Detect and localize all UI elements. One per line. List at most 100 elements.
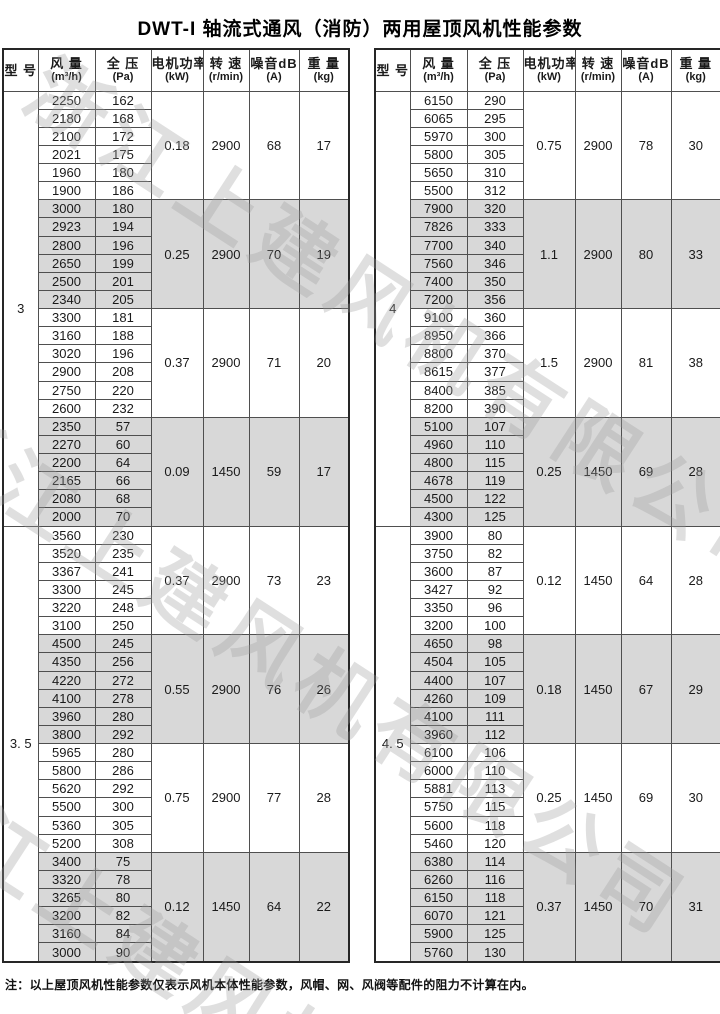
weight-cell: 28 <box>670 525 720 636</box>
pressure-cell: 350 <box>466 271 524 291</box>
airflow-cell: 5970 <box>409 126 468 146</box>
table-row: 4 6150 290 0.75 2900 78 30 <box>374 90 720 527</box>
table-row: 4500 122 <box>375 489 720 509</box>
pressure-cell: 250 <box>94 616 152 636</box>
airflow-cell: 5600 <box>409 815 468 835</box>
airflow-cell: 5360 <box>37 815 96 835</box>
airflow-cell: 8615 <box>409 362 468 382</box>
spec-table-right: 型 号风 量 (m³/h) 全 压 (Pa) 电机功率 (kW) 转 速 (r/min) 噪音d… <box>374 48 720 963</box>
pressure-cell: 340 <box>466 235 524 255</box>
pressure-cell: 125 <box>466 507 524 527</box>
noise-cell: 70 <box>620 851 672 963</box>
airflow-cell: 6000 <box>409 761 468 781</box>
table-row: 2200 64 <box>3 452 349 473</box>
airflow-cell: 2923 <box>37 217 96 237</box>
airflow-cell: 5881 <box>409 779 468 799</box>
table-row: 3100 250 <box>3 616 349 636</box>
weight-cell: 20 <box>298 308 350 418</box>
table-row: 4350 256 <box>3 652 349 672</box>
table-row: 4800 115 <box>375 452 720 473</box>
col-header-label-airflow: 风 量 <box>50 56 83 72</box>
pressure-cell: 245 <box>94 579 152 600</box>
col-header-label-speed: 转 速 <box>209 56 243 72</box>
airflow-cell: 3750 <box>409 543 468 563</box>
weight-cell: 17 <box>298 90 350 201</box>
airflow-cell: 3960 <box>37 706 96 726</box>
pressure-cell: 290 <box>466 90 524 110</box>
table-row: 6000 110 <box>375 761 720 781</box>
weight-cell: 23 <box>298 525 350 636</box>
pressure-cell: 305 <box>466 144 524 165</box>
airflow-cell: 4100 <box>37 688 96 708</box>
pressure-cell: 118 <box>466 815 524 835</box>
airflow-cell: 2350 <box>37 416 96 436</box>
airflow-cell: 3265 <box>37 887 96 908</box>
pressure-cell: 111 <box>466 706 524 726</box>
pressure-cell: 68 <box>94 489 152 509</box>
col-header-power: 电机功率 (kW) <box>522 48 576 92</box>
power-cell: 0.09 <box>150 416 204 527</box>
header-row: 型 号风 量 (m³/h) 全 压 (Pa) 电机功率 (kW) 转 速 (r/min) 噪音d… <box>374 48 720 92</box>
airflow-cell: 4650 <box>409 634 468 654</box>
pressure-cell: 180 <box>94 199 152 219</box>
pressure-cell: 292 <box>94 724 152 745</box>
table-row: 6065 295 <box>375 108 720 128</box>
pressure-cell: 105 <box>466 652 524 672</box>
pressure-cell: 115 <box>466 452 524 473</box>
table-row: 3200 100 <box>375 616 720 636</box>
pressure-cell: 96 <box>466 597 524 618</box>
table-row: 7900 320 1.1 2900 80 33 <box>375 199 720 309</box>
speed-cell: 2900 <box>574 308 622 418</box>
pressure-cell: 300 <box>94 797 152 817</box>
col-header-unit-power: (kW) <box>165 71 189 84</box>
table-row: 5800 305 <box>375 144 720 165</box>
col-header-weight: 重 量 (kg) <box>670 48 720 92</box>
spec-tables-container: 型 号风 量 (m³/h) 全 压 (Pa) 电机功率 (kW) 转 速 (r/min) 噪音d… <box>2 48 720 963</box>
pressure-cell: 115 <box>466 797 524 817</box>
weight-cell: 33 <box>670 199 720 309</box>
table-row: 3400 75 0.12 1450 64 22 <box>3 851 350 963</box>
pressure-cell: 80 <box>94 887 152 908</box>
airflow-cell: 4100 <box>409 706 468 726</box>
col-header-label-noise: 噪音dB <box>622 56 670 72</box>
airflow-cell: 3200 <box>37 906 96 926</box>
table-row: 5970 300 <box>375 126 720 146</box>
table-row: 5100 107 0.25 1450 69 28 <box>375 416 720 527</box>
pressure-cell: 66 <box>94 471 152 491</box>
model-cell: 3. 5 <box>2 525 39 963</box>
airflow-cell: 3000 <box>37 199 96 219</box>
speed-cell: 1450 <box>574 634 622 744</box>
noise-cell: 78 <box>620 90 672 201</box>
pressure-cell: 180 <box>94 162 152 183</box>
airflow-cell: 2750 <box>37 380 96 400</box>
table-row: 3020 196 <box>3 344 349 364</box>
col-header-label-weight: 重 量 <box>679 56 713 72</box>
pressure-cell: 205 <box>94 289 152 310</box>
noise-cell: 70 <box>248 199 300 309</box>
col-header-unit-weight: (kg) <box>313 71 334 84</box>
speed-cell: 1450 <box>202 416 250 527</box>
airflow-cell: 6070 <box>409 906 468 926</box>
col-header-unit-noise: (A) <box>638 71 654 84</box>
col-header-model: 型 号 <box>374 48 411 92</box>
table-row: 2340 205 <box>3 289 349 310</box>
pressure-cell: 122 <box>466 489 524 509</box>
airflow-cell: 3560 <box>37 525 96 545</box>
pressure-cell: 113 <box>466 779 524 799</box>
noise-cell: 81 <box>620 308 672 418</box>
airflow-cell: 4678 <box>409 471 468 491</box>
airflow-cell: 2000 <box>37 507 96 527</box>
pressure-cell: 390 <box>466 398 524 418</box>
col-header-label-pressure: 全 压 <box>106 56 140 72</box>
airflow-cell: 3000 <box>37 942 96 963</box>
pressure-cell: 80 <box>466 525 524 545</box>
header-row: 型 号风 量 (m³/h) 全 压 (Pa) 电机功率 (kW) 转 速 (r/min) 噪音d… <box>2 48 350 92</box>
airflow-cell: 1960 <box>37 162 96 183</box>
pressure-cell: 90 <box>94 942 152 963</box>
pressure-cell: 114 <box>466 851 524 871</box>
airflow-cell: 5460 <box>409 833 468 853</box>
table-row: 7826 333 <box>375 217 720 237</box>
airflow-cell: 6065 <box>409 108 468 128</box>
weight-cell: 31 <box>670 851 720 963</box>
table-row: 3800 292 <box>3 724 349 745</box>
